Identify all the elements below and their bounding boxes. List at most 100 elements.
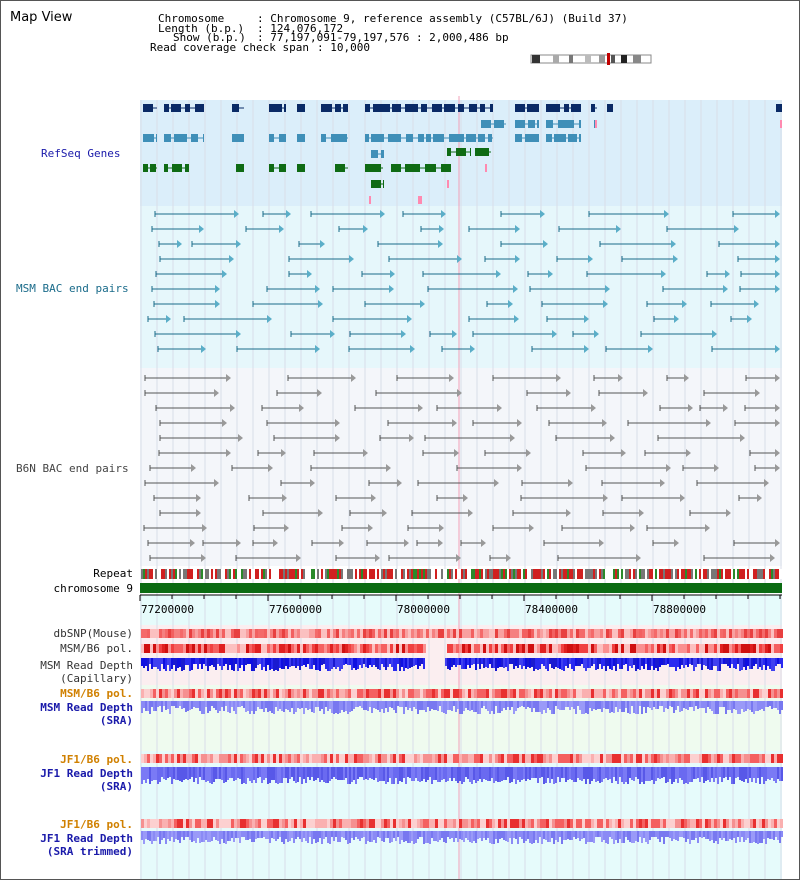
bac-end-arrow[interactable] [513, 285, 518, 293]
bac-end-arrow[interactable] [684, 374, 689, 382]
bac-end-arrow[interactable] [267, 315, 272, 323]
bac-end-arrow[interactable] [584, 315, 589, 323]
bac-end-arrow[interactable] [279, 225, 284, 233]
bac-end-arrow[interactable] [526, 449, 531, 457]
bac-end-arrow[interactable] [380, 210, 385, 218]
bac-end-arrow[interactable] [315, 285, 320, 293]
bac-end-arrow[interactable] [705, 524, 710, 532]
gene-exon[interactable] [174, 134, 187, 142]
gene-exon[interactable] [297, 134, 305, 142]
bac-end-arrow[interactable] [368, 524, 373, 532]
bac-end-arrow[interactable] [320, 240, 325, 248]
bac-end-arrow[interactable] [723, 285, 728, 293]
bac-end-arrow[interactable] [775, 419, 780, 427]
bac-end-arrow[interactable] [605, 285, 610, 293]
bac-end-arrow[interactable] [747, 315, 752, 323]
bac-end-arrow[interactable] [335, 419, 340, 427]
bac-end-arrow[interactable] [201, 554, 206, 562]
gene-exon[interactable] [564, 104, 569, 112]
gene-exon[interactable] [143, 134, 154, 142]
gene-exon[interactable] [185, 164, 189, 172]
gene-exon[interactable] [591, 104, 595, 112]
bac-end-arrow[interactable] [591, 404, 596, 412]
bac-end-arrow[interactable] [510, 434, 515, 442]
gene-exon[interactable] [579, 120, 581, 128]
bac-end-arrow[interactable] [566, 389, 571, 397]
bac-end-arrow[interactable] [775, 449, 780, 457]
bac-end-arrow[interactable] [688, 404, 693, 412]
bac-end-arrow[interactable] [775, 285, 780, 293]
bac-end-arrow[interactable] [764, 479, 769, 487]
gene-exon[interactable] [475, 148, 489, 156]
bac-end-arrow[interactable] [351, 374, 356, 382]
bac-end-arrow[interactable] [215, 285, 220, 293]
gene-exon[interactable] [203, 134, 204, 142]
bac-end-arrow[interactable] [282, 494, 287, 502]
bac-end-arrow[interactable] [517, 464, 522, 472]
gene-exon[interactable] [343, 104, 348, 112]
gene-exon[interactable] [335, 104, 341, 112]
bac-end-arrow[interactable] [452, 330, 457, 338]
bac-end-arrow[interactable] [236, 240, 241, 248]
bac-end-arrow[interactable] [775, 464, 780, 472]
bac-end-arrow[interactable] [599, 539, 604, 547]
bac-end-arrow[interactable] [529, 524, 534, 532]
bac-end-arrow[interactable] [661, 270, 666, 278]
bac-end-arrow[interactable] [317, 389, 322, 397]
refseq-genes-label[interactable]: RefSeq Genes [41, 147, 121, 160]
bac-end-arrow[interactable] [214, 479, 219, 487]
gene-exon[interactable] [466, 134, 476, 142]
gene-exon[interactable] [528, 120, 535, 128]
bac-end-arrow[interactable] [454, 449, 459, 457]
gene-exon[interactable] [456, 148, 466, 156]
bac-end-arrow[interactable] [238, 434, 243, 442]
gene-exon[interactable] [571, 104, 581, 112]
bac-end-arrow[interactable] [230, 404, 235, 412]
bac-end-arrow[interactable] [630, 524, 635, 532]
gene-exon[interactable] [554, 134, 566, 142]
bac-end-arrow[interactable] [404, 539, 409, 547]
bac-end-arrow[interactable] [714, 464, 719, 472]
b6n-bac-label[interactable]: B6N BAC end pairs [16, 462, 129, 475]
bac-end-arrow[interactable] [190, 539, 195, 547]
bac-end-arrow[interactable] [226, 374, 231, 382]
bac-end-arrow[interactable] [514, 315, 519, 323]
bac-end-arrow[interactable] [712, 330, 717, 338]
bac-end-arrow[interactable] [770, 554, 775, 562]
bac-end-arrow[interactable] [775, 255, 780, 263]
bac-end-arrow[interactable] [515, 225, 520, 233]
gene-exon[interactable] [365, 134, 369, 142]
gene-exon[interactable] [150, 164, 156, 172]
gene-exon[interactable] [425, 164, 436, 172]
gene-exon[interactable] [527, 104, 539, 112]
gene-exon[interactable] [447, 148, 451, 156]
msm-bac-label[interactable]: MSM BAC end pairs [16, 282, 129, 295]
gene-exon[interactable] [418, 134, 424, 142]
gene-exon[interactable] [279, 134, 286, 142]
gene-exon[interactable] [321, 104, 332, 112]
bac-end-arrow[interactable] [438, 240, 443, 248]
bac-end-arrow[interactable] [284, 524, 289, 532]
bac-end-arrow[interactable] [602, 419, 607, 427]
bac-end-arrow[interactable] [723, 404, 728, 412]
bac-end-arrow[interactable] [706, 419, 711, 427]
gene-exon[interactable] [383, 180, 384, 188]
bac-end-arrow[interactable] [540, 210, 545, 218]
bac-end-arrow[interactable] [236, 330, 241, 338]
bac-end-arrow[interactable] [452, 419, 457, 427]
gene-exon[interactable] [490, 104, 493, 112]
gene-exon[interactable] [388, 134, 401, 142]
bac-end-arrow[interactable] [335, 434, 340, 442]
bac-end-arrow[interactable] [281, 449, 286, 457]
bac-end-arrow[interactable] [757, 494, 762, 502]
gene-exon[interactable] [481, 120, 491, 128]
bac-end-arrow[interactable] [397, 479, 402, 487]
bac-end-arrow[interactable] [166, 315, 171, 323]
bac-end-arrow[interactable] [420, 300, 425, 308]
gene-exon[interactable] [776, 104, 782, 112]
bac-end-arrow[interactable] [594, 330, 599, 338]
gene-exon[interactable] [371, 180, 381, 188]
bac-end-arrow[interactable] [543, 240, 548, 248]
bac-end-arrow[interactable] [318, 300, 323, 308]
bac-end-arrow[interactable] [418, 404, 423, 412]
